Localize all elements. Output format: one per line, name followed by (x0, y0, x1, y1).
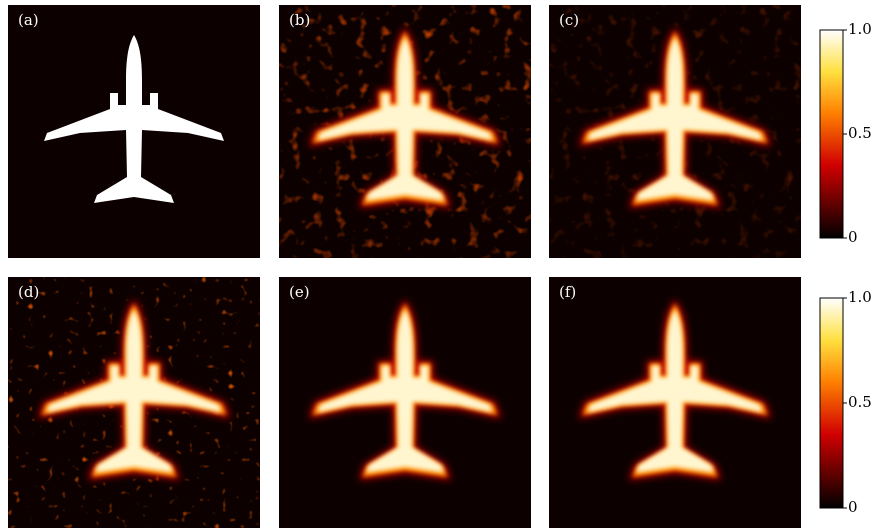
panel-label: (f) (559, 283, 576, 301)
figure: (a) (b) (c) (d) (e) (f) 0 0.5 1.0 0 0.5 1.0 (0, 0, 884, 528)
panel-e: (e) (279, 277, 531, 528)
panel-d: (d) (8, 277, 260, 528)
panel-label: (d) (18, 283, 39, 301)
tick-label: 0 (848, 228, 858, 246)
colorbar (820, 30, 843, 238)
tick-label: 1.0 (848, 20, 872, 38)
tick-label: 0 (848, 498, 858, 516)
tick-label: 0.5 (848, 393, 872, 411)
panel-label: (c) (559, 11, 579, 29)
tick-label: 0.5 (848, 124, 872, 142)
panel-label: (e) (289, 283, 310, 301)
panel-f: (f) (549, 277, 801, 528)
panel-label: (a) (18, 11, 39, 29)
panel-b: (b) (279, 5, 531, 258)
panel-a: (a) (8, 5, 260, 258)
panel-c: (c) (549, 5, 801, 258)
tick-label: 1.0 (848, 288, 872, 306)
panel-label: (b) (289, 11, 310, 29)
colorbar (820, 298, 843, 508)
